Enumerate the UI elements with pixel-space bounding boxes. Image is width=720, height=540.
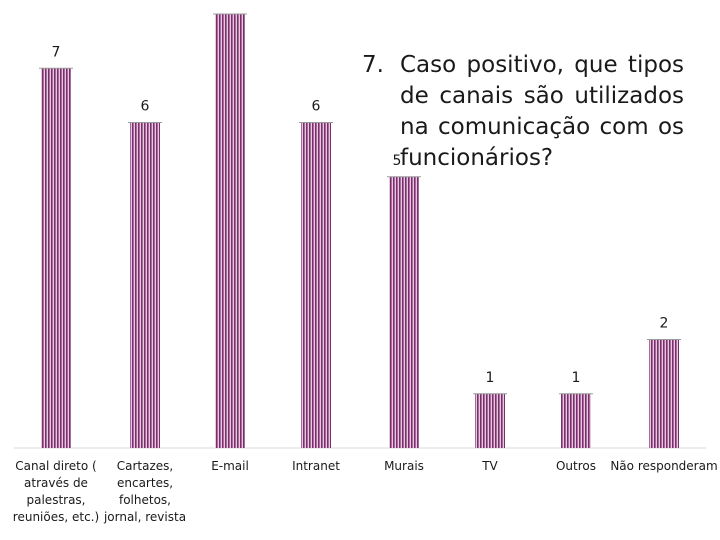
data-label: 6 [312,99,321,115]
svg-text:Canal direto (: Canal direto ( [15,459,96,473]
category-label: Cartazes, encartes, folhetos, jornal, revis… [103,459,186,524]
svg-text:TV: TV [481,459,498,473]
question-number: 7. [362,52,384,78]
data-label: 2 [660,316,669,332]
category-label: Canal direto ( através de palestras, reuniõ… [13,459,99,524]
svg-text:reuniões, etc.): reuniões, etc.) [13,510,99,524]
data-label: 7 [52,44,61,60]
data-label: 5 [393,153,402,169]
data-label: 1 [486,370,495,386]
svg-text:Cartazes,: Cartazes, [117,459,173,473]
bar [41,68,71,448]
data-label: 1 [572,370,581,386]
category-label: E-mail [211,459,249,473]
svg-text:E-mail: E-mail [211,459,249,473]
bar [389,176,419,448]
category-label: Não responderam [610,459,717,473]
category-label: TV [481,459,498,473]
bar [475,393,505,448]
question-text: Caso positivo, que tipos de canais são u… [400,52,684,171]
bar [561,393,591,448]
bar [301,122,331,448]
category-label: Murais [384,459,424,473]
svg-text:folhetos,: folhetos, [119,493,171,507]
chart-title: 7. Caso positivo, que tipos de canais sã… [362,50,684,174]
svg-text:encartes,: encartes, [117,476,173,490]
svg-text:palestras,: palestras, [27,493,86,507]
svg-text:Murais: Murais [384,459,424,473]
bar [215,14,245,448]
svg-text:Outros: Outros [556,459,596,473]
data-label: 6 [141,99,150,115]
category-label: Intranet [292,459,340,473]
svg-text:jornal, revista: jornal, revista [103,510,186,524]
bar [130,122,160,448]
svg-text:através de: através de [24,476,88,490]
svg-text:Não responderam: Não responderam [610,459,717,473]
svg-text:Intranet: Intranet [292,459,340,473]
category-label: Outros [556,459,596,473]
bar [649,339,679,448]
